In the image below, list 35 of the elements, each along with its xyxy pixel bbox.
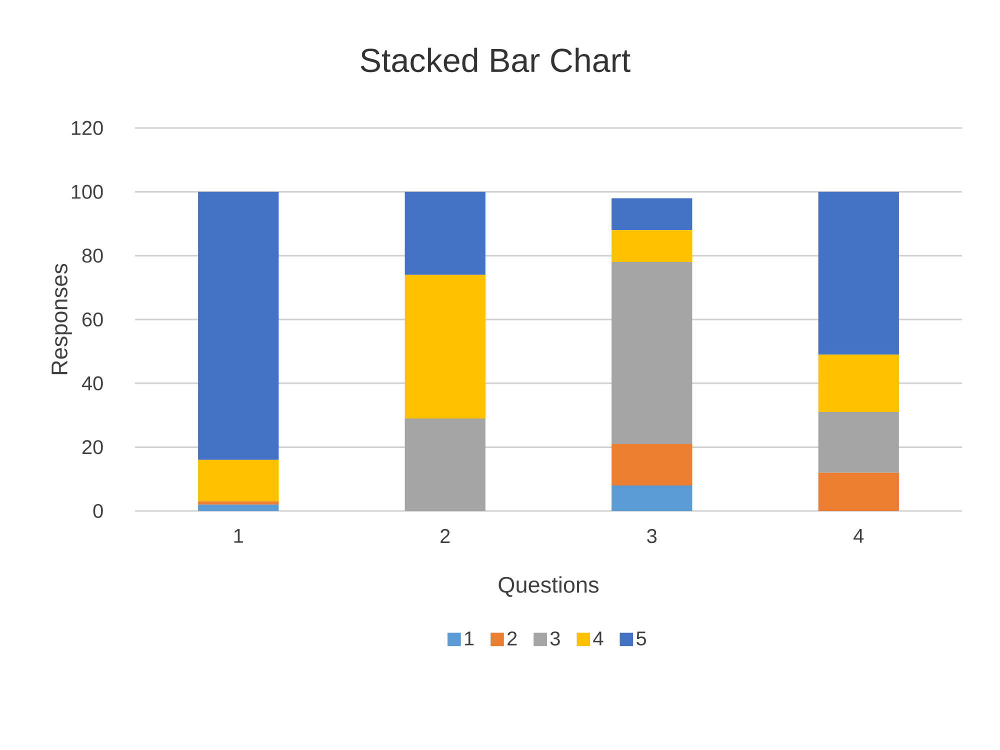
- bar: [404, 192, 486, 275]
- y-tick-label: 40: [82, 376, 103, 390]
- x-axis-title: Questions: [498, 576, 599, 597]
- y-tick-label: 60: [82, 312, 103, 327]
- bar: [818, 354, 899, 412]
- bar: [612, 198, 692, 230]
- y-tick-label: 20: [82, 440, 103, 454]
- bar: [612, 485, 692, 511]
- legend-label: 4: [593, 632, 604, 646]
- legend-label: 2: [508, 631, 517, 646]
- y-tick-label: 0: [93, 504, 103, 518]
- y-axis-title: Responses: [52, 264, 72, 374]
- bar: [198, 192, 279, 460]
- bar: [612, 230, 692, 262]
- bar: [404, 418, 486, 511]
- bar: [818, 412, 899, 473]
- x-tick-label: 3: [647, 529, 657, 544]
- bar: [404, 274, 486, 418]
- x-tick-label: 1: [234, 529, 243, 543]
- bar: [198, 504, 279, 511]
- y-tick-label: 80: [82, 248, 103, 263]
- x-tick-label: 2: [440, 529, 450, 543]
- chart-title: Stacked Bar Chart: [360, 48, 630, 72]
- bar: [198, 460, 279, 502]
- bar: [612, 444, 692, 486]
- bar: [198, 501, 279, 505]
- legend-label: 5: [636, 632, 646, 646]
- legend-label: 3: [550, 631, 560, 646]
- bar: [818, 472, 899, 511]
- y-tick-label: 120: [72, 120, 103, 136]
- x-tick-label: 4: [854, 529, 864, 543]
- bar: [612, 262, 692, 444]
- legend-label: 1: [465, 632, 474, 646]
- bar: [818, 192, 899, 355]
- y-tick-label: 100: [72, 184, 103, 199]
